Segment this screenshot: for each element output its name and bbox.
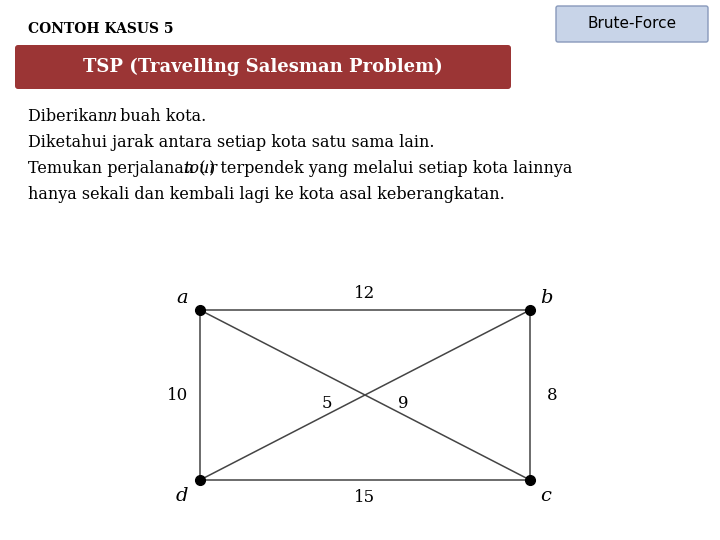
- Text: Diberikan: Diberikan: [28, 108, 113, 125]
- Text: TSP (Travelling Salesman Problem): TSP (Travelling Salesman Problem): [83, 58, 443, 76]
- Text: 15: 15: [354, 489, 376, 507]
- Text: 5: 5: [322, 395, 332, 411]
- Text: c: c: [541, 487, 552, 505]
- Text: Brute-Force: Brute-Force: [588, 17, 677, 31]
- Text: buah kota.: buah kota.: [115, 108, 206, 125]
- Text: CONTOH KASUS 5: CONTOH KASUS 5: [28, 22, 174, 36]
- Text: hanya sekali dan kembali lagi ke kota asal keberangkatan.: hanya sekali dan kembali lagi ke kota as…: [28, 186, 505, 203]
- Text: b: b: [540, 289, 552, 307]
- Text: a: a: [176, 289, 188, 307]
- Text: Temukan perjalanan (: Temukan perjalanan (: [28, 160, 206, 177]
- Text: 10: 10: [167, 387, 189, 403]
- Text: 9: 9: [397, 395, 408, 411]
- FancyBboxPatch shape: [15, 45, 511, 89]
- Text: tour: tour: [183, 160, 217, 177]
- Text: 8: 8: [546, 387, 557, 403]
- Text: ) terpendek yang melalui setiap kota lainnya: ) terpendek yang melalui setiap kota lai…: [209, 160, 572, 177]
- FancyBboxPatch shape: [556, 6, 708, 42]
- Text: n: n: [107, 108, 117, 125]
- Text: Diketahui jarak antara setiap kota satu sama lain.: Diketahui jarak antara setiap kota satu …: [28, 134, 434, 151]
- Text: d: d: [176, 487, 188, 505]
- Text: 12: 12: [354, 286, 376, 302]
